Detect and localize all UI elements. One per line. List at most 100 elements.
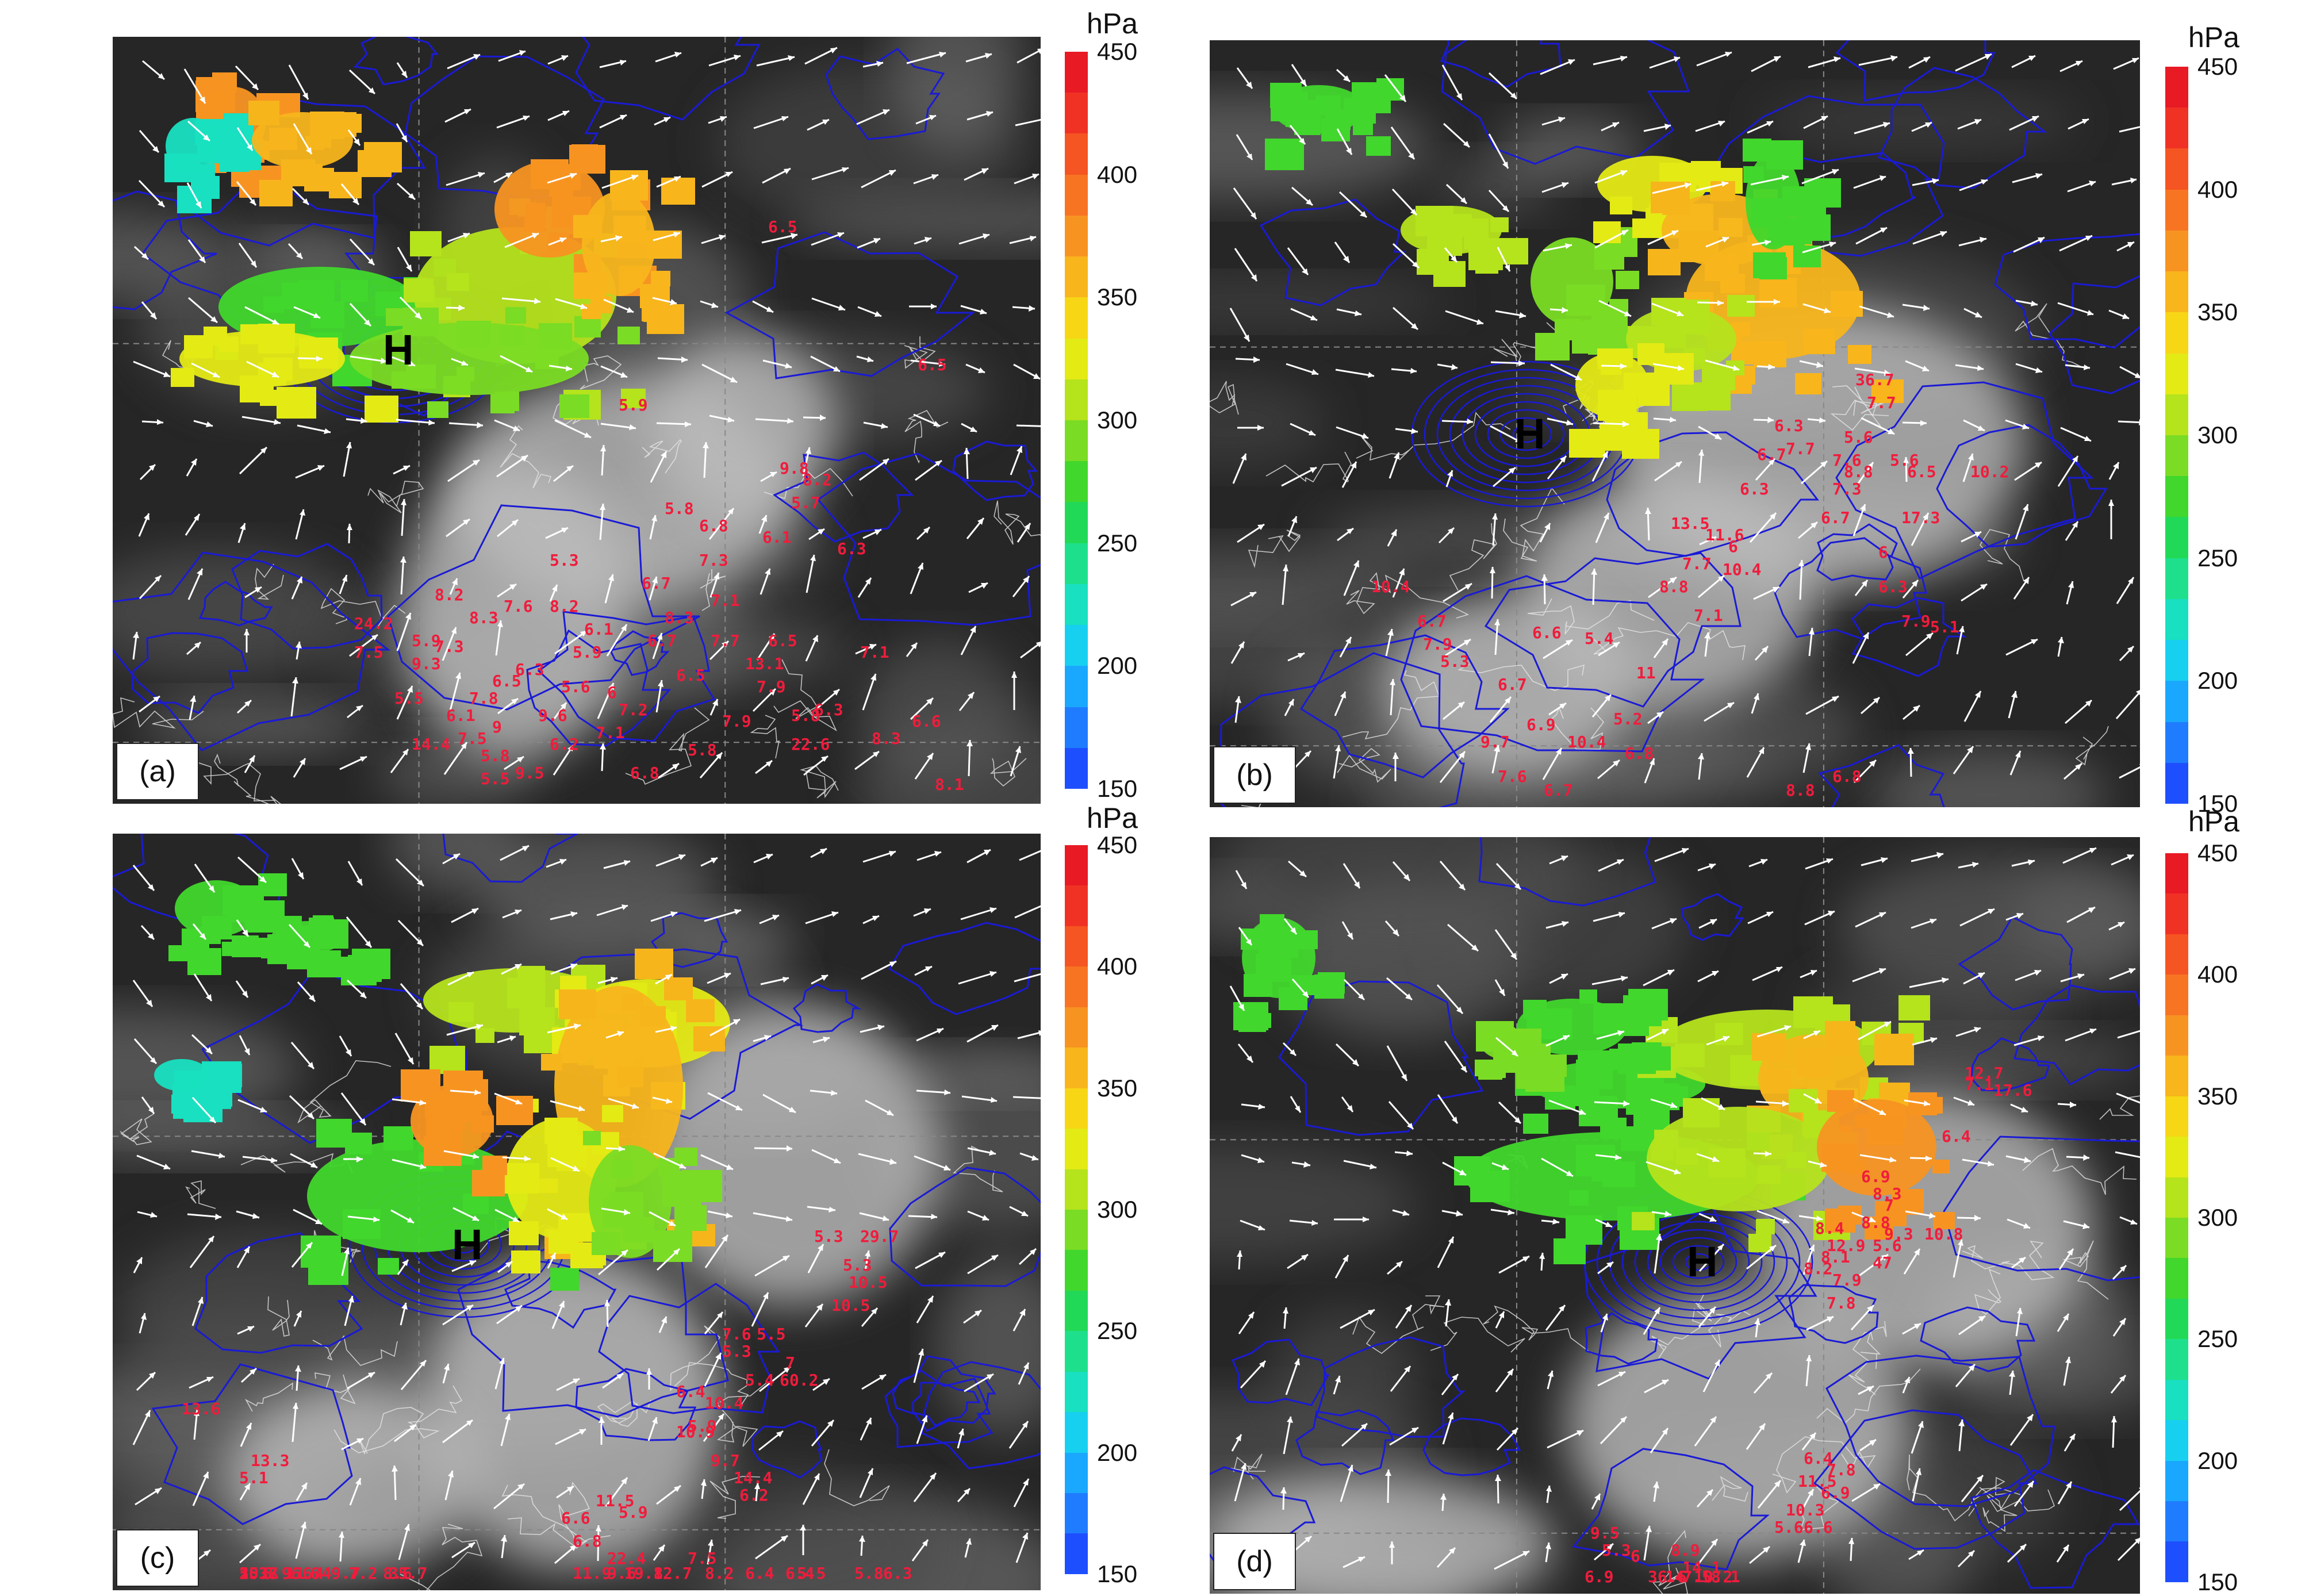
wind-arrow: [290, 1042, 315, 1069]
wind-arrow: [857, 577, 872, 598]
wind-arrow: [295, 1521, 306, 1559]
contour-line: [1299, 634, 1510, 778]
wind-arrow: [2108, 500, 2114, 539]
wind-arrow: [1390, 126, 1416, 160]
colorbar-tick-label: 150: [2197, 790, 2238, 817]
cloud-band: [2012, 868, 2140, 969]
cloud-band: [387, 834, 524, 893]
cloud-top-pressure-cell: [490, 394, 515, 413]
wind-arrow: [392, 1465, 398, 1501]
colorbar-segment: [1065, 966, 1088, 1007]
wind-arrow: [191, 362, 220, 378]
observation-value: 36.7: [1855, 370, 1894, 389]
high-pressure-contour: [1621, 1213, 1775, 1311]
wind-arrow: [293, 123, 313, 155]
wind-arrow: [1384, 74, 1407, 102]
cloud-top-pressure-cell: [222, 942, 240, 956]
wind-arrow: [653, 1152, 686, 1169]
wind-arrow: [2005, 912, 2024, 921]
observation-value: 6.3: [1740, 479, 1769, 498]
border-line: [333, 1385, 463, 1453]
wind-arrow: [347, 129, 361, 146]
border-line: [1230, 1453, 1265, 1480]
wind-arrow: [139, 574, 162, 600]
wind-arrow: [1540, 59, 1575, 75]
observation-value: 9.8: [780, 459, 809, 478]
cloud-top-pressure-cell: [583, 1131, 601, 1145]
wind-arrow: [1334, 1217, 1369, 1222]
wind-arrow: [396, 685, 413, 720]
wind-arrow: [192, 923, 207, 940]
observation-value: 8.2: [550, 597, 579, 616]
contour-line: [1259, 198, 1406, 306]
wind-arrow: [1019, 1152, 1039, 1161]
wind-arrow: [550, 1157, 580, 1172]
contour-line: [1422, 1417, 1521, 1476]
contour-line: [1994, 233, 2140, 349]
wind-arrow: [1654, 847, 1689, 862]
border-line: [367, 481, 424, 513]
bright-cloud: [228, 1386, 481, 1570]
cloud-top-pressure-cell: [505, 307, 526, 324]
observation-value: 6.8: [1625, 744, 1654, 763]
wind-arrow: [1283, 1416, 1293, 1455]
wind-arrow: [347, 1371, 375, 1390]
wind-arrow: [605, 1477, 628, 1507]
colorbar-segment: [2165, 1541, 2188, 1582]
border-line: [580, 355, 622, 390]
wind-arrow: [605, 1031, 624, 1039]
wind-arrow: [297, 424, 331, 434]
wind-arrow: [1798, 521, 1818, 539]
wind-arrow: [295, 509, 305, 540]
wind-arrow: [1704, 701, 1735, 722]
wind-arrow: [547, 1023, 581, 1034]
wind-arrow: [658, 1316, 668, 1333]
cloud-top-pressure-cell: [329, 172, 362, 198]
wind-arrow: [2065, 521, 2079, 541]
wind-arrow: [2007, 1543, 2027, 1563]
wind-arrow: [803, 415, 826, 421]
colorbar-segment: [1065, 584, 1088, 626]
cloud-top-pressure-area: [1273, 85, 1365, 133]
wind-arrow: [545, 527, 569, 539]
wind-arrow: [400, 983, 424, 1010]
wind-arrow: [1541, 1157, 1574, 1177]
wind-arrow: [396, 62, 408, 78]
observation-value: 6.4: [1804, 1449, 1833, 1468]
wind-arrow: [915, 459, 942, 481]
wind-arrow: [1012, 305, 1035, 312]
wind-arrow: [1854, 122, 1890, 135]
wind-arrow: [862, 61, 884, 68]
wind-arrow: [1545, 921, 1569, 929]
wind-arrow: [1859, 1154, 1897, 1163]
wind-arrow: [1652, 363, 1685, 371]
wind-arrow: [236, 181, 257, 206]
colorbar-segment: [2165, 67, 2188, 108]
wind-arrow: [551, 1300, 565, 1329]
colorbar-segment: [1065, 1452, 1088, 1493]
contour-line: [1818, 744, 1945, 807]
wind-arrow: [237, 1325, 255, 1335]
wind-arrow: [1020, 642, 1041, 659]
colorbar-segment: [2165, 934, 2188, 975]
wind-arrow: [1386, 977, 1413, 1001]
wind-arrow: [760, 471, 777, 482]
wind-arrow: [2065, 1028, 2097, 1042]
wind-arrow: [1963, 972, 1985, 985]
wind-arrow: [807, 1244, 824, 1273]
wind-arrow: [1441, 64, 1463, 101]
observation-value: 8.1: [1821, 1248, 1850, 1267]
wind-arrow: [1963, 419, 1985, 432]
colorbar-segment: [1065, 926, 1088, 967]
observation-value: 7.1: [711, 591, 740, 610]
observation-value: 7.5: [458, 729, 487, 748]
cloud-band: [475, 834, 718, 952]
border-line: [120, 1113, 155, 1145]
observation-value: 7.3: [1832, 479, 1862, 498]
wind-arrow: [394, 1424, 417, 1442]
wind-arrow: [1698, 1213, 1717, 1222]
observation-value: 5.5: [797, 1564, 826, 1583]
bright-cloud: [423, 1248, 722, 1570]
wind-arrow: [236, 699, 252, 714]
colorbar-segment: [1065, 1493, 1088, 1534]
